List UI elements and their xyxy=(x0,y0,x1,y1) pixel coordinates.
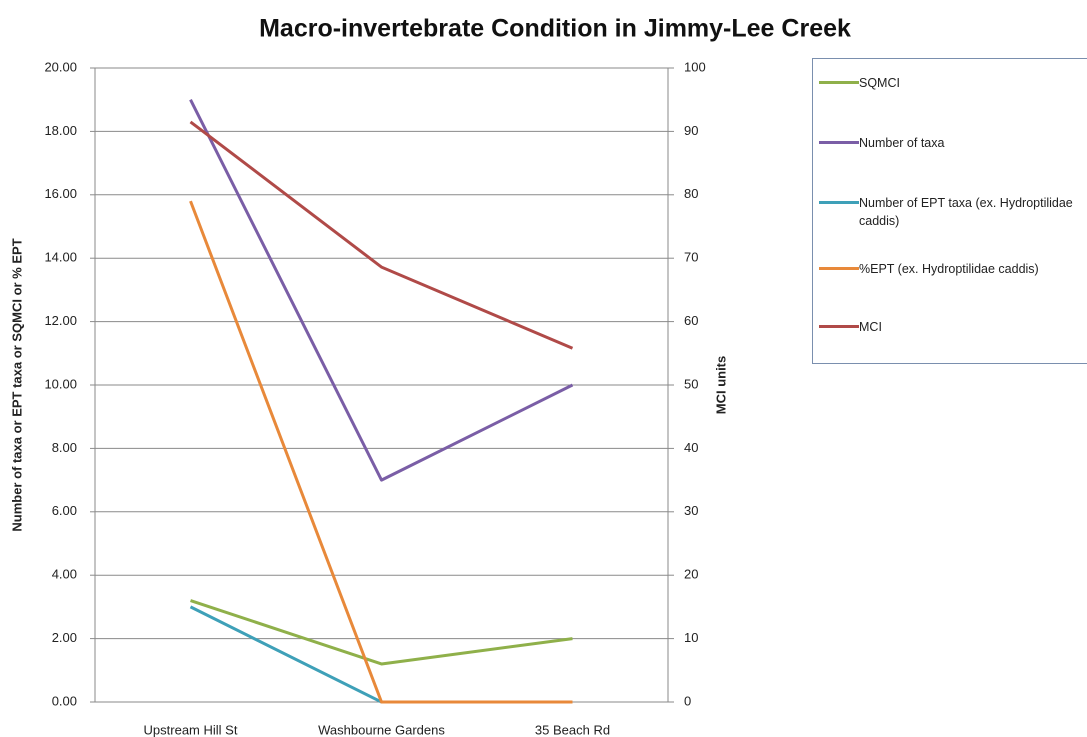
y2-tick-label: 40 xyxy=(684,440,698,455)
legend-label: MCI xyxy=(859,320,882,334)
y-tick-label: 10.00 xyxy=(44,376,77,391)
legend-item: Number of EPT taxa (ex. Hydroptilidae ca… xyxy=(819,194,1087,230)
y2-tick-label: 0 xyxy=(684,693,691,708)
y2-tick-label: 90 xyxy=(684,123,698,138)
x-tick-label: Washbourne Gardens xyxy=(318,722,445,737)
legend-swatch xyxy=(819,325,859,328)
legend: SQMCI Number of taxa Number of EPT taxa (e… xyxy=(812,58,1087,364)
chart-title: Macro-invertebrate Condition in Jimmy-Le… xyxy=(259,15,851,43)
legend-swatch xyxy=(819,81,859,84)
y2-tick-label: 60 xyxy=(684,313,698,328)
y-tick-label: 18.00 xyxy=(44,123,77,138)
y2-tick-label: 20 xyxy=(684,567,698,582)
legend-label: Number of taxa xyxy=(859,136,945,150)
y-tick-label: 2.00 xyxy=(52,630,77,645)
y-tick-label: 6.00 xyxy=(52,503,77,518)
legend-item: %EPT (ex. Hydroptilidae caddis) xyxy=(819,260,1087,278)
series-line xyxy=(190,599,573,666)
y2-tick-label: 70 xyxy=(684,250,698,265)
y2-tick-label: 30 xyxy=(684,503,698,518)
y2-tick-label: 10 xyxy=(684,630,698,645)
series-line xyxy=(189,605,573,704)
y2-tick-label: 100 xyxy=(684,59,706,74)
y2-axis-label: MCI units xyxy=(713,356,728,415)
legend-swatch xyxy=(819,141,859,144)
y2-tick-label: 50 xyxy=(684,376,698,391)
y-tick-label: 20.00 xyxy=(44,59,77,74)
x-tick-label: Upstream Hill St xyxy=(144,722,238,737)
y-tick-label: 4.00 xyxy=(52,567,77,582)
series-line xyxy=(189,120,574,350)
series-line xyxy=(189,99,574,482)
legend-item: Number of taxa xyxy=(819,134,1087,152)
legend-item: MCI xyxy=(819,318,1087,336)
legend-swatch xyxy=(819,267,859,270)
y-tick-label: 14.00 xyxy=(44,250,77,265)
legend-label: SQMCI xyxy=(859,76,900,90)
x-tick-label: 35 Beach Rd xyxy=(535,722,610,737)
legend-label: %EPT (ex. Hydroptilidae caddis) xyxy=(859,262,1039,276)
legend-item: SQMCI xyxy=(819,74,1087,92)
series-line xyxy=(189,200,573,704)
y-tick-label: 8.00 xyxy=(52,440,77,455)
legend-label: Number of EPT taxa (ex. Hydroptilidae ca… xyxy=(859,196,1073,228)
y-tick-label: 12.00 xyxy=(44,313,77,328)
y2-tick-label: 80 xyxy=(684,186,698,201)
y-axis-label: Number of taxa or EPT taxa or SQMCI or %… xyxy=(9,238,24,531)
y-tick-label: 16.00 xyxy=(44,186,77,201)
y-tick-label: 0.00 xyxy=(52,693,77,708)
legend-swatch xyxy=(819,201,859,204)
